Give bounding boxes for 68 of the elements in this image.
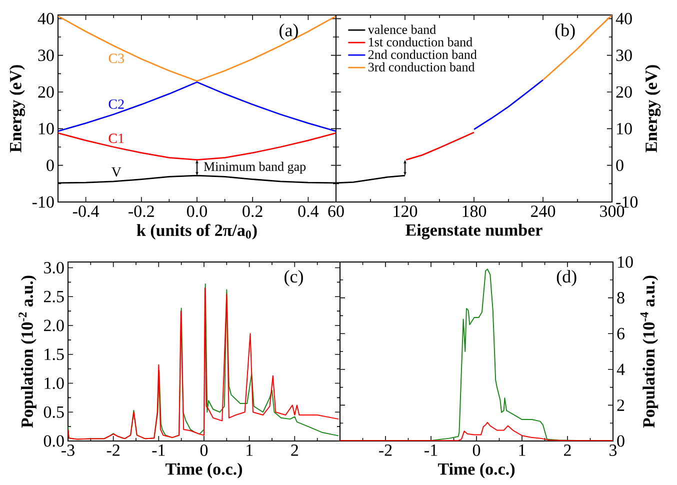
- series-label: V: [111, 167, 122, 177]
- x-tick-label: 240: [531, 206, 556, 217]
- y2-tick-label: 10: [617, 122, 632, 134]
- x-tick-label: 0.4: [298, 206, 319, 218]
- x-tick-label: -2: [379, 444, 392, 456]
- y-tick-label: 10: [38, 122, 54, 134]
- x-tick-label: 3: [610, 444, 617, 456]
- x-tick-label: 180: [462, 206, 486, 217]
- x-tick-label: 0: [472, 444, 480, 456]
- annotation: (d): [556, 270, 576, 286]
- y-tick-label: 1.0: [44, 377, 64, 390]
- x-tick-label: 60: [328, 206, 344, 217]
- y2-tick-label: 8: [617, 292, 624, 304]
- y-tick-label: 0.0: [44, 435, 64, 447]
- y2-tick-label: 30: [616, 50, 632, 62]
- y2-tick-label: 20: [616, 86, 632, 98]
- y2-tick-label: 0: [617, 435, 624, 447]
- annotation: Minimum band gap: [204, 162, 306, 174]
- x-tick-label: 2: [564, 444, 571, 456]
- y-tick-label: 0.5: [44, 406, 64, 418]
- series-label: C3: [108, 54, 124, 64]
- y2-tick-label: 40: [616, 12, 632, 24]
- legend-label: 1st conduction band: [369, 37, 472, 46]
- annotation: (b): [555, 24, 575, 40]
- y2-axis-title: Energy (eV): [645, 65, 661, 152]
- series-label: C2: [108, 99, 124, 109]
- series-label: C1: [108, 134, 124, 144]
- y2-tick-label: 4: [616, 364, 625, 375]
- y2-axis-title: Population (10$^{-4}$ a.u.): [640, 276, 658, 428]
- x-tick-label: -1: [424, 444, 438, 456]
- x-tick-label: 1: [246, 444, 253, 456]
- y-tick-label: 40: [38, 12, 54, 24]
- y2-tick-label: 2: [617, 400, 624, 411]
- y-tick-label: -10: [32, 196, 54, 208]
- x-tick-label: 300: [600, 206, 624, 217]
- y-tick-label: 3.0: [44, 262, 64, 274]
- x-tick-label: 0: [200, 444, 208, 456]
- y2-tick-label: 6: [617, 328, 625, 340]
- y-tick-label: 2.0: [44, 320, 64, 332]
- y2-tick-label: 0: [616, 160, 624, 172]
- x-axis-title: Time (o.c.): [438, 462, 515, 478]
- x-tick-label: 0.2: [242, 206, 262, 218]
- y-tick-label: 0: [46, 160, 54, 172]
- y-tick-label: 2.5: [44, 290, 64, 302]
- x-tick-label: -3: [62, 444, 74, 456]
- y2-tick-label: 10: [618, 256, 633, 268]
- x-tick-label: 120: [394, 206, 418, 217]
- x-axis-title: Eigenstate number: [406, 224, 542, 240]
- legend-label: 2nd conduction band: [368, 50, 477, 59]
- x-axis-title: k (units of 2π/a$_{0}$): [136, 224, 257, 240]
- y-axis-title: Energy (eV): [9, 65, 25, 152]
- x-tick-label: -0.2: [128, 206, 154, 218]
- y-tick-label: 1.5: [44, 348, 64, 360]
- y-tick-label: 30: [38, 50, 54, 62]
- x-tick-label: -0.4: [72, 206, 99, 218]
- y-tick-label: 20: [38, 86, 54, 98]
- annotation: (a): [280, 24, 298, 40]
- legend-label: 3rd conduction band: [368, 62, 475, 72]
- legend-label: valence band: [368, 24, 436, 34]
- y-axis-title: Population (10$^{-2}$ a.u.): [18, 276, 36, 428]
- x-tick-label: 1: [519, 444, 526, 456]
- x-tick-label: -1: [152, 444, 165, 456]
- annotation: (c): [284, 270, 303, 286]
- x-tick-label: 2: [291, 444, 298, 456]
- y2-tick-label: -10: [616, 196, 638, 208]
- x-tick-label: -2: [106, 444, 120, 456]
- x-tick-label: 0.0: [187, 206, 207, 218]
- x-axis-title: Time (o.c.): [165, 462, 242, 478]
